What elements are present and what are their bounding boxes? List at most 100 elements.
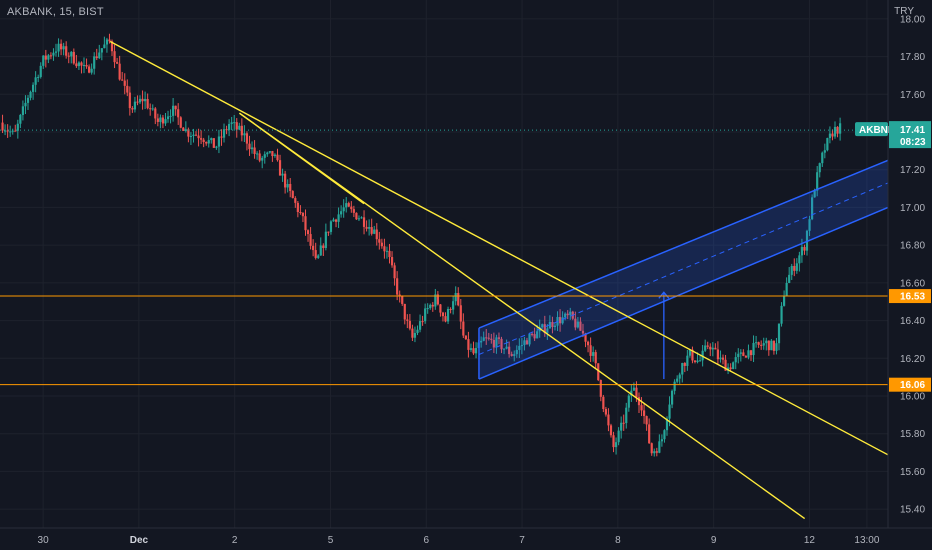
candle-up [151, 108, 154, 110]
candle-up [42, 55, 45, 66]
candle-up [520, 345, 523, 347]
candle-up [261, 157, 264, 161]
candle-up [70, 51, 73, 57]
candle-down [487, 337, 490, 339]
candle-down [490, 338, 493, 340]
candle-down [370, 227, 373, 234]
candle-up [777, 323, 781, 344]
candle-down [322, 245, 325, 249]
current-price-text: 17.41 [900, 125, 925, 136]
candle-up [523, 340, 526, 346]
candle-up [332, 219, 335, 222]
candle-up [660, 439, 663, 442]
candle-down [683, 363, 686, 366]
candle-down [500, 338, 503, 350]
candle-up [732, 362, 735, 370]
candle-down [334, 219, 338, 222]
candle-down [113, 51, 116, 63]
candle-up [52, 52, 55, 56]
channel-median [478, 182, 889, 355]
candle-up [342, 207, 345, 212]
symbol-title: AKBANK, 15, BIST [7, 6, 104, 18]
candle-up [373, 229, 376, 234]
candle-down [306, 230, 310, 235]
candles [1, 33, 842, 457]
candle-down [648, 424, 651, 444]
candle-down [431, 304, 434, 307]
price-tick-label: 16.20 [900, 354, 925, 365]
candle-down [187, 129, 190, 137]
candle-up [630, 390, 633, 396]
candle-up [238, 125, 241, 130]
candle-down [284, 173, 287, 188]
candle-up [98, 52, 101, 59]
candle-up [3, 130, 7, 132]
symbol-tag-text: AKBNK [859, 125, 896, 136]
candle-down [635, 387, 638, 398]
candle-down [421, 321, 424, 323]
candle-down [693, 360, 697, 363]
candle-up [82, 64, 86, 66]
candle-down [245, 133, 249, 144]
candle-down [383, 246, 386, 252]
candle-down [612, 435, 615, 448]
candle-up [47, 55, 50, 60]
candle-down [14, 130, 17, 132]
candle-up [192, 134, 195, 136]
candle-down [44, 55, 47, 60]
price-tick-label: 15.40 [900, 505, 925, 516]
candle-down [459, 305, 462, 322]
candle-down [642, 410, 646, 417]
candle-up [625, 407, 628, 424]
candle-up [19, 114, 22, 124]
candle-up [222, 129, 226, 138]
candle-down [525, 340, 529, 345]
trendline [239, 112, 365, 205]
candle-up [26, 97, 30, 103]
countdown-text: 08:23 [900, 137, 926, 148]
candle-up [93, 56, 96, 69]
candle-up [39, 65, 42, 77]
candle-up [413, 332, 417, 338]
level-price-tag-text: 16.06 [900, 380, 925, 391]
level-price-tag [889, 377, 931, 392]
price-tick-label: 16.80 [900, 241, 925, 252]
candle-down [248, 143, 251, 150]
candle-up [505, 346, 508, 349]
candle-up [788, 274, 791, 283]
candle-up [207, 140, 210, 144]
candle-up [561, 317, 564, 324]
candle-up [762, 343, 765, 346]
candle-up [360, 217, 363, 219]
price-tick-label: 18.00 [900, 14, 925, 25]
candle-up [747, 350, 750, 358]
candle-down [95, 56, 98, 59]
candle-down [714, 347, 717, 350]
candle-up [228, 123, 231, 130]
candle-down [441, 312, 445, 317]
candle-up [210, 138, 213, 141]
price-tick-label: 15.60 [900, 467, 925, 478]
candle-down [225, 129, 228, 131]
candle-up [495, 337, 498, 348]
candle-down [108, 39, 111, 42]
candle-up [670, 390, 674, 405]
candle-up [515, 349, 518, 355]
candle-down [607, 414, 610, 426]
candle-down [640, 405, 643, 411]
candle-up [418, 321, 422, 330]
candle-down [271, 151, 274, 157]
candle-up [528, 333, 531, 345]
candle-up [268, 151, 271, 153]
candle-down [146, 98, 149, 109]
candle-up [681, 363, 684, 375]
candle-up [782, 295, 786, 306]
candle-up [266, 152, 269, 155]
candle-up [663, 430, 666, 440]
candle-down [650, 443, 653, 454]
candle-up [795, 263, 798, 271]
candle-up [780, 305, 783, 324]
candle-up [21, 106, 25, 115]
candle-up [169, 115, 172, 117]
